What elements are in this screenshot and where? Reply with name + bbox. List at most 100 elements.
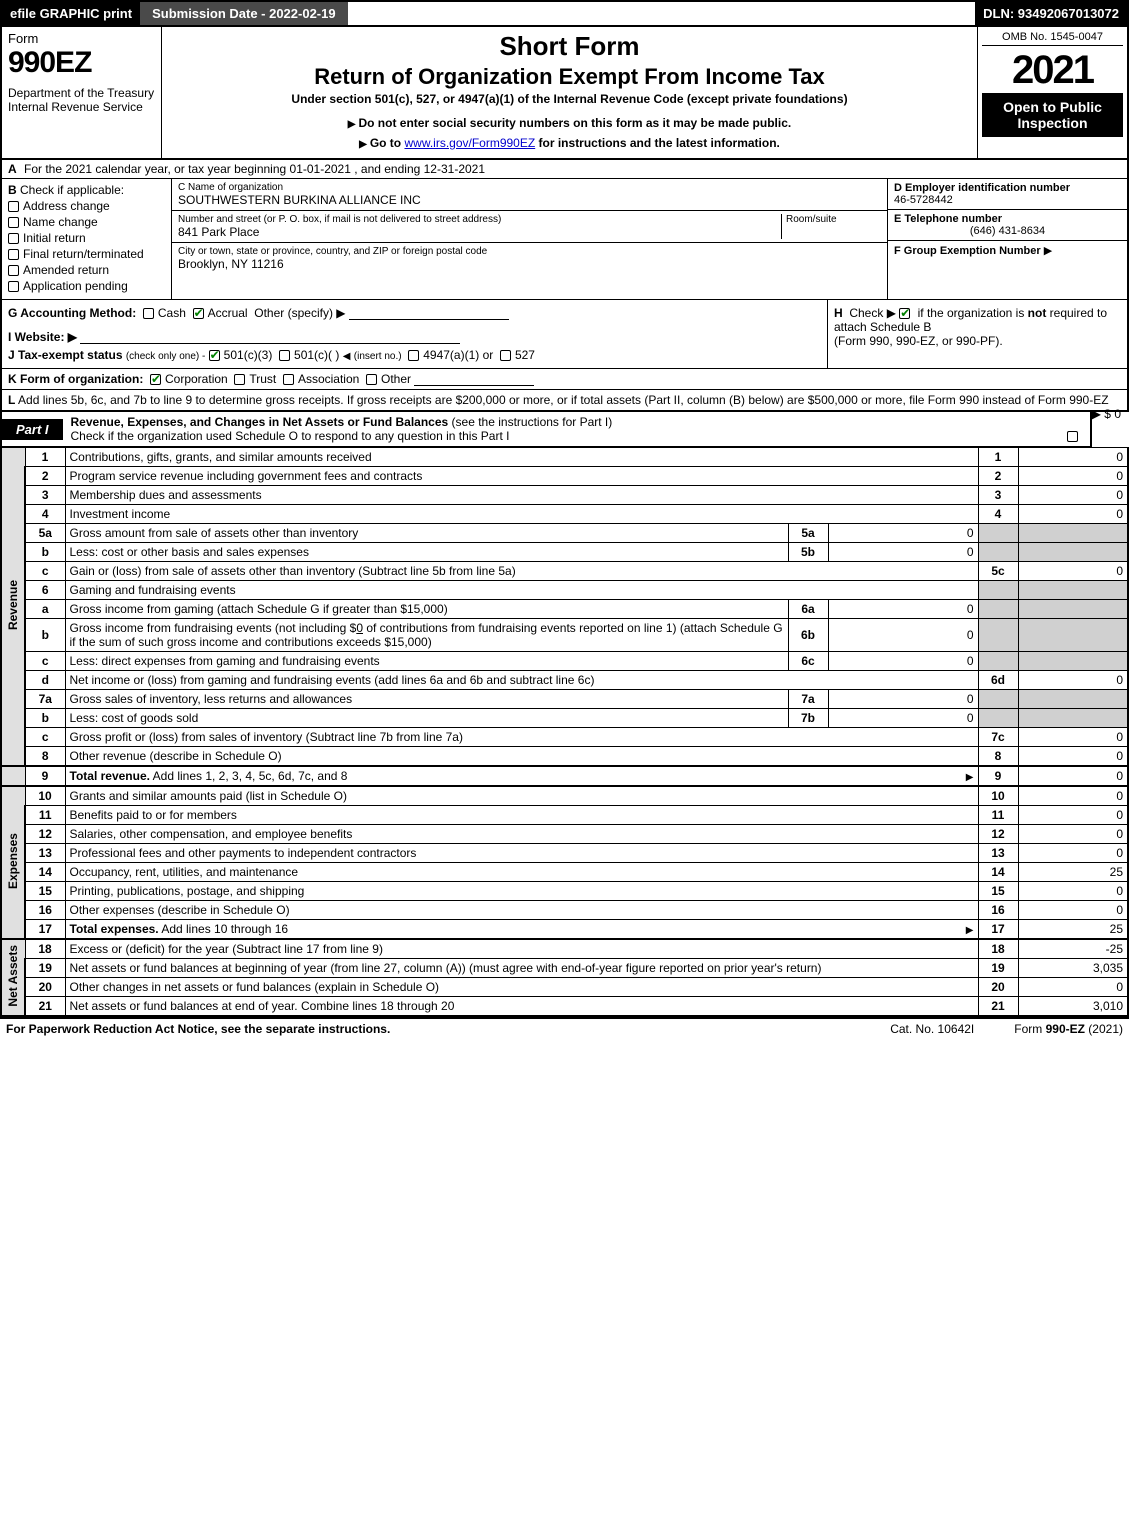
chk-trust[interactable]	[234, 374, 245, 385]
section-bcde: B Check if applicable: Address change Na…	[0, 179, 1129, 300]
website-line[interactable]	[80, 332, 460, 344]
opt-other-org: Other	[381, 372, 411, 386]
city-label: City or town, state or province, country…	[178, 246, 881, 257]
row-l: L Add lines 5b, 6c, and 7b to line 9 to …	[0, 390, 1129, 412]
l13-desc: Professional fees and other payments to …	[65, 844, 978, 863]
line-8: 8 Other revenue (describe in Schedule O)…	[1, 747, 1128, 767]
line-6: 6 Gaming and fundraising events	[1, 581, 1128, 600]
l1-num: 1	[25, 448, 65, 467]
l9-desc: Total revenue. Add lines 1, 2, 3, 4, 5c,…	[65, 766, 978, 786]
l8-num: 8	[25, 747, 65, 767]
row-h: H Check ▶ if the organization is not req…	[827, 300, 1127, 368]
l6d-num: d	[25, 671, 65, 690]
chk-application-pending[interactable]: Application pending	[8, 279, 165, 293]
chk-final-return[interactable]: Final return/terminated	[8, 247, 165, 261]
chk-address-change[interactable]: Address change	[8, 199, 165, 213]
l12-desc: Salaries, other compensation, and employ…	[65, 825, 978, 844]
l16-val: 0	[1018, 901, 1128, 920]
l3-val: 0	[1018, 486, 1128, 505]
chk-other-org[interactable]	[366, 374, 377, 385]
l14-val: 25	[1018, 863, 1128, 882]
chk-accrual[interactable]	[193, 308, 204, 319]
chk-527[interactable]	[500, 350, 511, 361]
note-ssn: Do not enter social security numbers on …	[166, 116, 973, 130]
b-heading: Check if applicable:	[20, 183, 124, 197]
omb-number: OMB No. 1545-0047	[982, 31, 1123, 46]
dln: DLN: 93492067013072	[975, 2, 1127, 25]
l2-desc: Program service revenue including govern…	[65, 467, 978, 486]
l9-vtab-spacer	[1, 766, 25, 786]
chk-4947[interactable]	[408, 350, 419, 361]
chk-initial-return[interactable]: Initial return	[8, 231, 165, 245]
dept-treasury: Department of the Treasury	[8, 86, 155, 100]
l11-rnum: 11	[978, 806, 1018, 825]
line-16: 16 Other expenses (describe in Schedule …	[1, 901, 1128, 920]
header-left: Form 990EZ Department of the Treasury In…	[2, 27, 162, 158]
opt-527: 527	[515, 348, 535, 362]
l2-rnum: 2	[978, 467, 1018, 486]
chk-name-change[interactable]: Name change	[8, 215, 165, 229]
line-19: 19 Net assets or fund balances at beginn…	[1, 959, 1128, 978]
opt-cash: Cash	[158, 306, 186, 320]
line-11: 11 Benefits paid to or for members 11 0	[1, 806, 1128, 825]
header-center: Short Form Return of Organization Exempt…	[162, 27, 977, 158]
chk-cash[interactable]	[143, 308, 154, 319]
line-12: 12 Salaries, other compensation, and emp…	[1, 825, 1128, 844]
chk-schedule-b[interactable]	[899, 308, 910, 319]
form-number: 990EZ	[8, 46, 155, 80]
l6c-subval: 0	[828, 652, 978, 671]
chk-schedule-o[interactable]	[1067, 431, 1078, 442]
ein-label: D Employer identification number	[894, 182, 1121, 194]
opt-501c3: 501(c)(3)	[224, 348, 273, 362]
l6d-val: 0	[1018, 671, 1128, 690]
line-17: 17 Total expenses. Add lines 10 through …	[1, 920, 1128, 940]
l11-num: 11	[25, 806, 65, 825]
chk-501c3[interactable]	[209, 350, 220, 361]
l7c-val: 0	[1018, 728, 1128, 747]
part-i-checkline: Check if the organization used Schedule …	[71, 429, 510, 443]
irs-link[interactable]: www.irs.gov/Form990EZ	[404, 136, 535, 150]
l7c-rnum: 7c	[978, 728, 1018, 747]
phone-label: E Telephone number	[894, 213, 1121, 225]
line-6d: d Net income or (loss) from gaming and f…	[1, 671, 1128, 690]
l21-num: 21	[25, 997, 65, 1017]
h-not: not	[1028, 306, 1047, 320]
l10-val: 0	[1018, 786, 1128, 806]
street-label: Number and street (or P. O. box, if mail…	[178, 214, 781, 225]
line-2: 2 Program service revenue including gove…	[1, 467, 1128, 486]
l9-rnum: 9	[978, 766, 1018, 786]
l1-rnum: 1	[978, 448, 1018, 467]
submission-date: Submission Date - 2022-02-19	[140, 2, 348, 25]
l3-num: 3	[25, 486, 65, 505]
label-i: I Website: ▶	[8, 330, 77, 344]
opt-4947: 4947(a)(1) or	[423, 348, 493, 362]
l6b-rnum-shade	[978, 619, 1018, 652]
l14-rnum: 14	[978, 863, 1018, 882]
chk-corp[interactable]	[150, 374, 161, 385]
l5c-rnum: 5c	[978, 562, 1018, 581]
l6a-rnum-shade	[978, 600, 1018, 619]
l2-num: 2	[25, 467, 65, 486]
l15-val: 0	[1018, 882, 1128, 901]
l6b-subval: 0	[828, 619, 978, 652]
form-word: Form	[8, 31, 155, 46]
topbar: efile GRAPHIC print Submission Date - 20…	[0, 0, 1129, 27]
l14-desc: Occupancy, rent, utilities, and maintena…	[65, 863, 978, 882]
l6b-num: b	[25, 619, 65, 652]
l17-desc: Total expenses. Add lines 10 through 16	[65, 920, 978, 940]
l3-desc: Membership dues and assessments	[65, 486, 978, 505]
other-specify-line[interactable]	[349, 308, 509, 320]
chk-assoc[interactable]	[283, 374, 294, 385]
chk-amended-return[interactable]: Amended return	[8, 263, 165, 277]
l18-desc: Excess or (deficit) for the year (Subtra…	[65, 939, 978, 959]
l2-val: 0	[1018, 467, 1128, 486]
l12-rnum: 12	[978, 825, 1018, 844]
l17-arrow	[966, 922, 974, 936]
expenses-tab: Expenses	[1, 786, 25, 939]
l5a-desc: Gross amount from sale of assets other t…	[65, 524, 788, 543]
l5b-desc: Less: cost or other basis and sales expe…	[65, 543, 788, 562]
other-org-line[interactable]	[414, 374, 534, 386]
l15-num: 15	[25, 882, 65, 901]
street-box: Number and street (or P. O. box, if mail…	[172, 211, 887, 243]
chk-501c[interactable]	[279, 350, 290, 361]
